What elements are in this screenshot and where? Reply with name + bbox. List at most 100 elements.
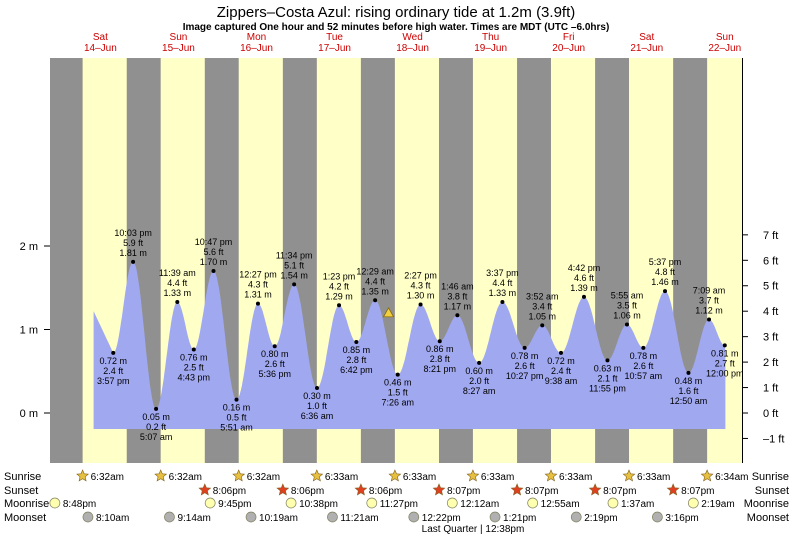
high-metres: 1.54 m: [280, 270, 308, 280]
extreme-point: [395, 372, 400, 377]
high-time: 12:29 am: [356, 266, 394, 276]
low-time: 6:36 am: [301, 411, 334, 421]
low-metres: 0.72 m: [547, 356, 575, 366]
high-time: 3:37 pm: [486, 268, 519, 278]
day-date-label: 16–Jun: [240, 43, 273, 54]
moonset-row-label-right: Moonset: [747, 512, 789, 524]
moonrise-icon: [204, 497, 216, 509]
extreme-point: [354, 340, 359, 345]
low-feet: 2.6 ft: [265, 359, 286, 369]
high-tide-label: 11:34 pm5.1 ft1.54 m: [276, 250, 313, 280]
sunset-time: 8:06pm: [213, 486, 246, 497]
low-tide-label: 0.72 m2.4 ft9:38 am: [545, 356, 578, 386]
day-date-label: 15–Jun: [162, 43, 195, 54]
extreme-point: [437, 339, 442, 344]
low-tide-label: 0.86 m2.8 ft8:21 pm: [423, 344, 456, 374]
moonrise-time: 1:37am: [621, 499, 654, 510]
low-feet: 2.8 ft: [430, 354, 451, 364]
moonrise-icon: [446, 497, 458, 509]
low-feet: 2.6 ft: [633, 361, 654, 371]
right-axis-label: 7 ft: [763, 230, 778, 242]
high-metres: 1.33 m: [489, 288, 517, 298]
day-date-label: 22–Jun: [708, 43, 741, 54]
chart-title: Zippers–Costa Azul: rising ordinary tide…: [217, 4, 576, 21]
extreme-point: [605, 358, 610, 363]
low-time: 3:57 pm: [97, 376, 130, 386]
low-feet: 0.2 ft: [146, 422, 167, 432]
extreme-point: [686, 370, 691, 375]
high-feet: 3.4 ft: [532, 301, 553, 311]
high-time: 1:23 pm: [323, 271, 356, 281]
sunset-time: 8:07pm: [525, 486, 558, 497]
extreme-point: [111, 350, 116, 355]
day-name-label: Mon: [247, 32, 266, 43]
low-feet: 2.7 ft: [715, 358, 736, 368]
moonset-row: Moonset Moonset 8:10am 9:14am 10:19am 11:21am…: [4, 511, 789, 524]
high-time: 4:42 pm: [568, 263, 601, 273]
sunrise-time: 6:33am: [403, 472, 436, 483]
sunset-time: 8:07pm: [681, 486, 714, 497]
high-tide-label: 7:09 am3.7 ft1.12 m: [693, 285, 726, 315]
extreme-point: [272, 344, 277, 349]
high-time: 11:34 pm: [276, 250, 313, 260]
high-tide-label: 3:37 pm4.4 ft1.33 m: [486, 268, 519, 298]
day-name-label: Wed: [402, 32, 422, 43]
sunset-row-label-right: Sunset: [755, 485, 789, 497]
day-labels: Sat14–JunSun15–JunMon16–JunTue17–JunWed1…: [84, 32, 741, 54]
extreme-point: [314, 385, 319, 390]
moonrise-icon: [366, 497, 378, 509]
extreme-point: [558, 350, 563, 355]
moonset-icon: [652, 511, 663, 523]
low-metres: 0.86 m: [426, 344, 454, 354]
moonrise-row-label-right: Moonrise: [744, 498, 789, 510]
star-icon: [76, 469, 90, 482]
star-icon: [310, 469, 324, 482]
low-metres: 0.78 m: [630, 351, 658, 361]
high-metres: 1.17 m: [444, 301, 472, 311]
moonrise-icon: [687, 497, 699, 509]
high-metres: 1.81 m: [119, 248, 147, 258]
high-tide-label: 10:03 pm5.9 ft1.81 m: [114, 228, 152, 258]
right-axis-label: 2 ft: [763, 357, 778, 369]
star-icon: [432, 483, 446, 496]
low-metres: 0.80 m: [261, 349, 289, 359]
extreme-point: [154, 406, 159, 411]
star-icon: [198, 483, 212, 496]
low-time: 4:43 pm: [178, 373, 211, 383]
moonset-icon: [164, 511, 175, 523]
sunrise-row-label-left: Sunrise: [4, 471, 41, 483]
high-time: 12:27 pm: [239, 270, 277, 280]
moonrise-icon: [285, 497, 297, 509]
day-name-label: Thu: [482, 32, 499, 43]
extreme-point: [255, 301, 260, 306]
extreme-point: [373, 298, 378, 303]
tide-area: [93, 261, 726, 429]
star-icon: [622, 469, 636, 482]
low-feet: 2.5 ft: [184, 363, 205, 373]
low-tide-label: 0.85 m2.8 ft6:42 pm: [340, 345, 373, 375]
low-feet: 2.8 ft: [346, 355, 367, 365]
sunset-row-label-left: Sunset: [4, 485, 38, 497]
high-time: 5:37 pm: [649, 257, 682, 267]
star-icon: [666, 483, 680, 496]
extreme-point: [292, 282, 297, 287]
moonrise-time: 12:12am: [460, 499, 499, 510]
day-date-label: 14–Jun: [84, 43, 117, 54]
high-metres: 1.35 m: [361, 286, 389, 296]
sunrise-time: 6:32am: [169, 472, 202, 483]
sunset-time: 8:07pm: [603, 486, 636, 497]
moonrise-time: 8:48pm: [63, 499, 96, 510]
extreme-point: [641, 345, 646, 350]
sunrise-time: 6:32am: [91, 472, 124, 483]
low-time: 8:27 am: [463, 386, 496, 396]
extreme-point: [477, 360, 482, 365]
moonrise-time: 10:38pm: [299, 499, 338, 510]
moonrise-row: Moonrise Moonrise 8:48pm 9:45pm 10:38pm 11:27…: [4, 497, 789, 510]
high-feet: 3.5 ft: [617, 300, 638, 310]
moonset-time: 1:21pm: [503, 513, 536, 524]
extreme-point: [540, 323, 545, 328]
left-axis-label: 1 m: [20, 325, 38, 337]
left-axis-label: 0 m: [20, 408, 38, 420]
